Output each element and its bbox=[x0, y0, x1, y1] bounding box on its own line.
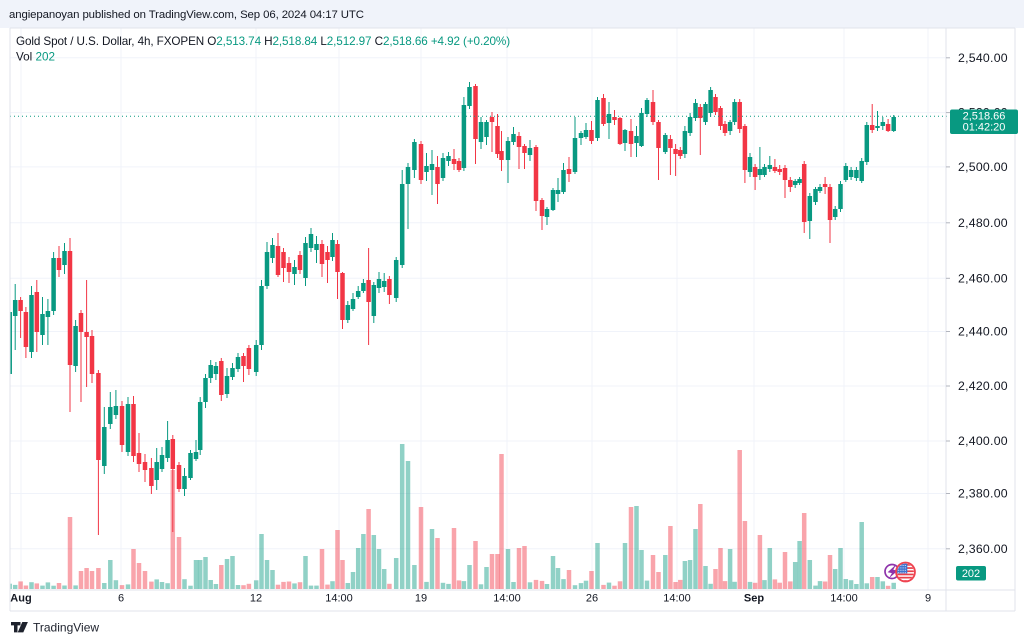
svg-text:2,420.00: 2,420.00 bbox=[958, 379, 1008, 393]
svg-text:2,540.00: 2,540.00 bbox=[958, 51, 1008, 65]
svg-text:Aug: Aug bbox=[10, 593, 31, 605]
svg-text:202: 202 bbox=[962, 568, 980, 580]
svg-text:TradingView: TradingView bbox=[33, 621, 99, 635]
svg-text:19: 19 bbox=[415, 593, 427, 605]
svg-text:26: 26 bbox=[586, 593, 598, 605]
svg-text:6: 6 bbox=[118, 593, 124, 605]
svg-text:angiepanoyan published on Trad: angiepanoyan published on TradingView.co… bbox=[9, 9, 364, 21]
svg-text:14:00: 14:00 bbox=[325, 593, 353, 605]
svg-text:12: 12 bbox=[250, 593, 262, 605]
svg-text:9: 9 bbox=[925, 593, 931, 605]
svg-text:Vol 202: Vol 202 bbox=[16, 51, 55, 64]
svg-text:2,500.00: 2,500.00 bbox=[958, 160, 1008, 174]
svg-text:2,518.66: 2,518.66 bbox=[963, 111, 1006, 123]
svg-text:2,380.00: 2,380.00 bbox=[958, 487, 1008, 501]
svg-text:14:00: 14:00 bbox=[663, 593, 691, 605]
svg-text:14:00: 14:00 bbox=[493, 593, 521, 605]
svg-text:2,400.00: 2,400.00 bbox=[958, 434, 1008, 448]
svg-text:2,480.00: 2,480.00 bbox=[958, 216, 1008, 230]
svg-text:01:42:20: 01:42:20 bbox=[963, 122, 1006, 134]
svg-text:Sep: Sep bbox=[744, 593, 764, 605]
svg-text:14:00: 14:00 bbox=[830, 593, 858, 605]
svg-text:2,440.00: 2,440.00 bbox=[958, 325, 1008, 339]
svg-text:2,460.00: 2,460.00 bbox=[958, 271, 1008, 285]
svg-text:Gold Spot / U.S. Dollar, 4h, F: Gold Spot / U.S. Dollar, 4h, FXOPEN O2,5… bbox=[16, 35, 510, 48]
svg-text:2,360.00: 2,360.00 bbox=[958, 542, 1008, 556]
